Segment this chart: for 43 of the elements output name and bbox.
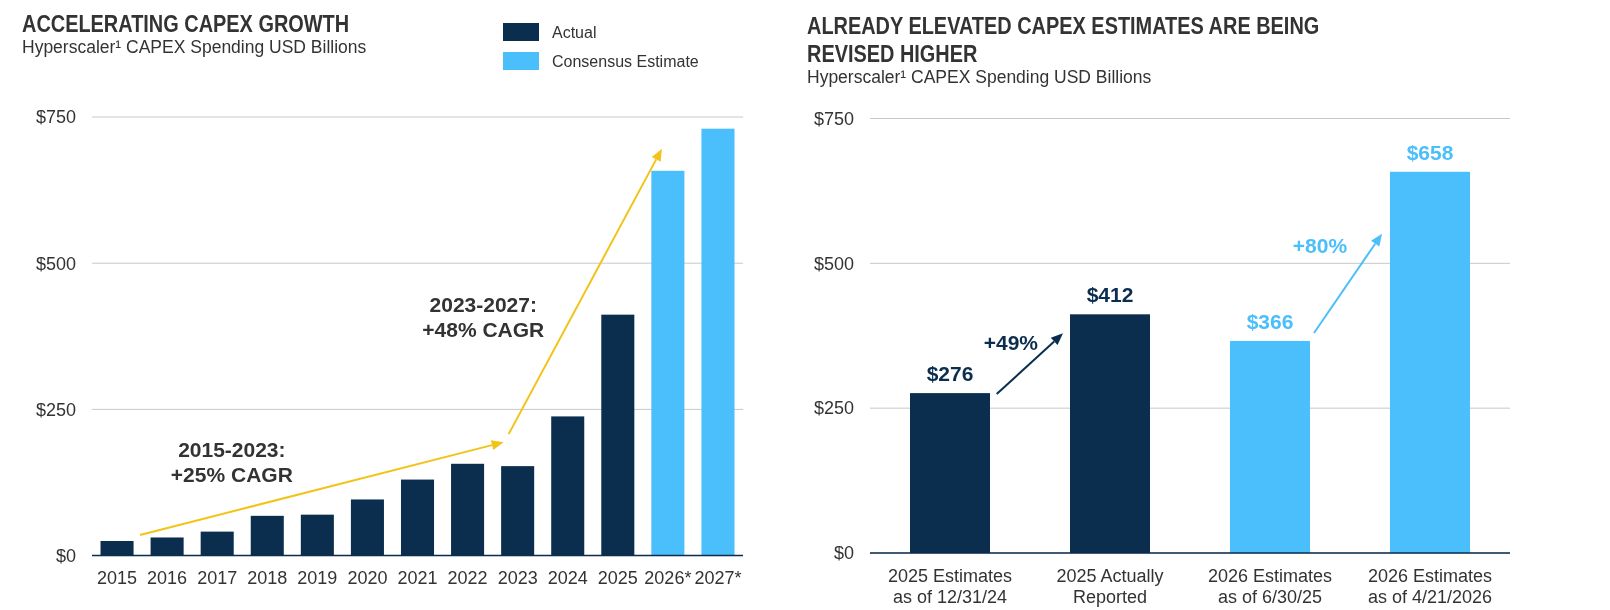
bar (651, 170, 685, 556)
x-tick-label: 2016 (147, 568, 188, 589)
y-tick-label: $250 (35, 399, 76, 420)
bar (701, 128, 735, 556)
y-tick-label: $500 (35, 253, 76, 274)
data-label: $658 (1406, 140, 1454, 164)
x-tick-label: 2027* (694, 568, 742, 589)
x-tick-label: 2023 (497, 568, 538, 589)
annotation: +80% (1292, 234, 1348, 258)
x-tick-label: 2026* (644, 568, 692, 589)
x-tick-label: 2015 (97, 568, 138, 589)
bar (1390, 171, 1470, 553)
y-tick-label: $0 (55, 545, 76, 566)
y-tick-label: $750 (35, 107, 76, 128)
annotation: 2023-2027: +48% CAGR (422, 292, 545, 341)
y-tick-label: $750 (813, 108, 854, 129)
y-tick-label: $250 (813, 398, 854, 419)
x-tick-label: 2025 (597, 568, 638, 589)
legend-label: Consensus Estimate (552, 53, 699, 70)
annotation: +49% (983, 330, 1039, 354)
legend-label: Actual (552, 24, 597, 41)
y-tick-label: $500 (813, 253, 854, 274)
y-tick-label: $0 (833, 543, 854, 564)
annotation: 2015-2023: +25% CAGR (170, 437, 293, 486)
x-tick-label: 2025 Actually Reported (1056, 565, 1164, 607)
x-tick-label: 2026 Estimates as of 4/21/2026 (1367, 565, 1493, 607)
chart-title: ACCELERATING CAPEX GROWTH (22, 10, 350, 38)
chart-title: ALREADY ELEVATED CAPEX ESTIMATES ARE BEING REVISED HIGHER (807, 12, 1320, 68)
x-tick-label: 2019 (297, 568, 338, 589)
x-tick-label: 2021 (397, 568, 438, 589)
bar (1230, 340, 1310, 553)
data-label: $276 (926, 362, 974, 386)
x-tick-label: 2025 Estimates as of 12/31/24 (887, 565, 1013, 607)
x-tick-label: 2022 (447, 568, 488, 589)
x-tick-label: 2020 (347, 568, 388, 589)
x-tick-label: 2026 Estimates as of 6/30/25 (1207, 565, 1333, 607)
x-tick-label: 2018 (247, 568, 288, 589)
x-tick-label: 2017 (197, 568, 238, 589)
chart-subtitle: Hyperscaler¹ CAPEX Spending USD Billions (22, 37, 367, 57)
data-label: $412 (1086, 283, 1134, 307)
chart-subtitle: Hyperscaler¹ CAPEX Spending USD Billions (807, 67, 1152, 87)
data-label: $366 (1246, 309, 1294, 333)
x-tick-label: 2024 (547, 568, 588, 589)
